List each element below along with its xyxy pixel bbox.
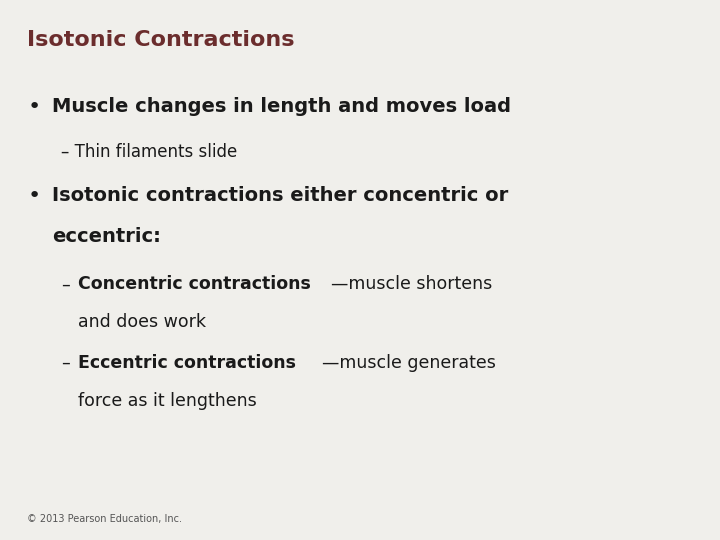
Text: •: • xyxy=(27,97,40,117)
Text: – Thin filaments slide: – Thin filaments slide xyxy=(61,143,238,161)
Text: Concentric contractions: Concentric contractions xyxy=(78,275,310,293)
Text: Eccentric contractions: Eccentric contractions xyxy=(78,354,296,372)
Text: eccentric:: eccentric: xyxy=(52,227,161,246)
Text: Isotonic contractions either concentric or: Isotonic contractions either concentric … xyxy=(52,186,508,205)
Text: force as it lengthens: force as it lengthens xyxy=(78,392,256,409)
Text: –: – xyxy=(61,275,70,293)
Text: Isotonic Contractions: Isotonic Contractions xyxy=(27,30,295,50)
Text: —muscle generates: —muscle generates xyxy=(322,354,495,372)
Text: and does work: and does work xyxy=(78,313,206,331)
Text: Muscle changes in length and moves load: Muscle changes in length and moves load xyxy=(52,97,511,116)
Text: •: • xyxy=(27,186,40,206)
Text: –: – xyxy=(61,354,70,372)
Text: —muscle shortens: —muscle shortens xyxy=(331,275,492,293)
Text: © 2013 Pearson Education, Inc.: © 2013 Pearson Education, Inc. xyxy=(27,514,182,524)
